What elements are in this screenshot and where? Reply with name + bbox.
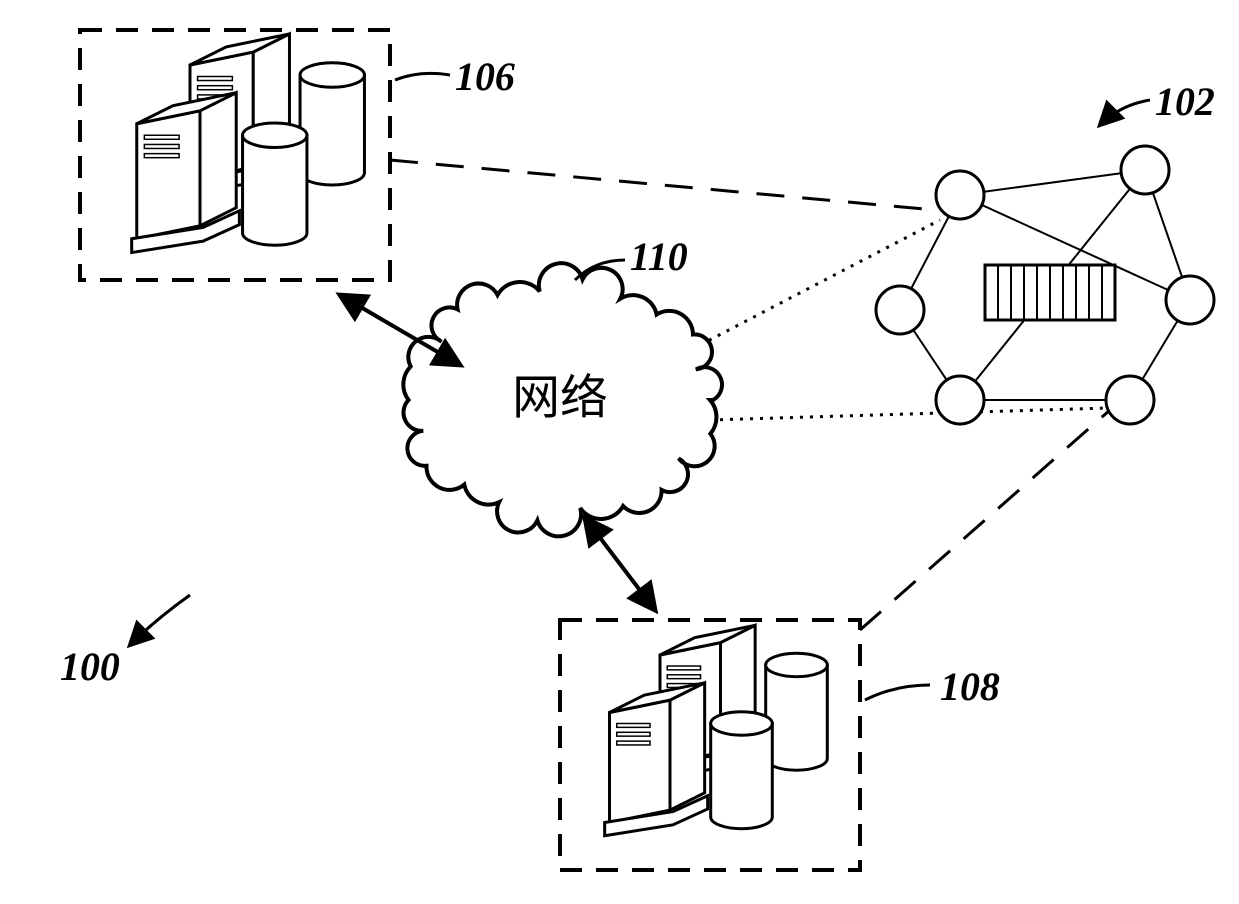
dashed-link-108-to-graph (860, 410, 1110, 630)
graph-node (936, 376, 984, 424)
leader-106 (395, 73, 450, 80)
leader-102 (1100, 100, 1150, 125)
graph-edge (960, 170, 1145, 195)
ref-label-100: 100 (60, 644, 120, 689)
graph-node (1166, 276, 1214, 324)
ref-label-102: 102 (1155, 79, 1215, 124)
graph-node (876, 286, 924, 334)
graph-node (1121, 146, 1169, 194)
ref-label-106: 106 (455, 54, 515, 99)
graph-node (1106, 376, 1154, 424)
graph-node (936, 171, 984, 219)
dotted-link-cloud-to-graph-lower (710, 408, 1108, 420)
graph-ledger-block (985, 265, 1115, 320)
leader-100 (130, 595, 190, 645)
ref-label-110: 110 (630, 234, 688, 279)
network-cloud-label: 网络 (512, 372, 608, 425)
server-cluster-108 (605, 625, 828, 835)
server-cluster-106 (132, 34, 365, 253)
leader-108 (865, 685, 930, 700)
arrow-cloud-to-108 (585, 518, 655, 610)
ref-label-108: 108 (940, 664, 1000, 709)
dashed-link-106-to-graph (390, 160, 935, 210)
